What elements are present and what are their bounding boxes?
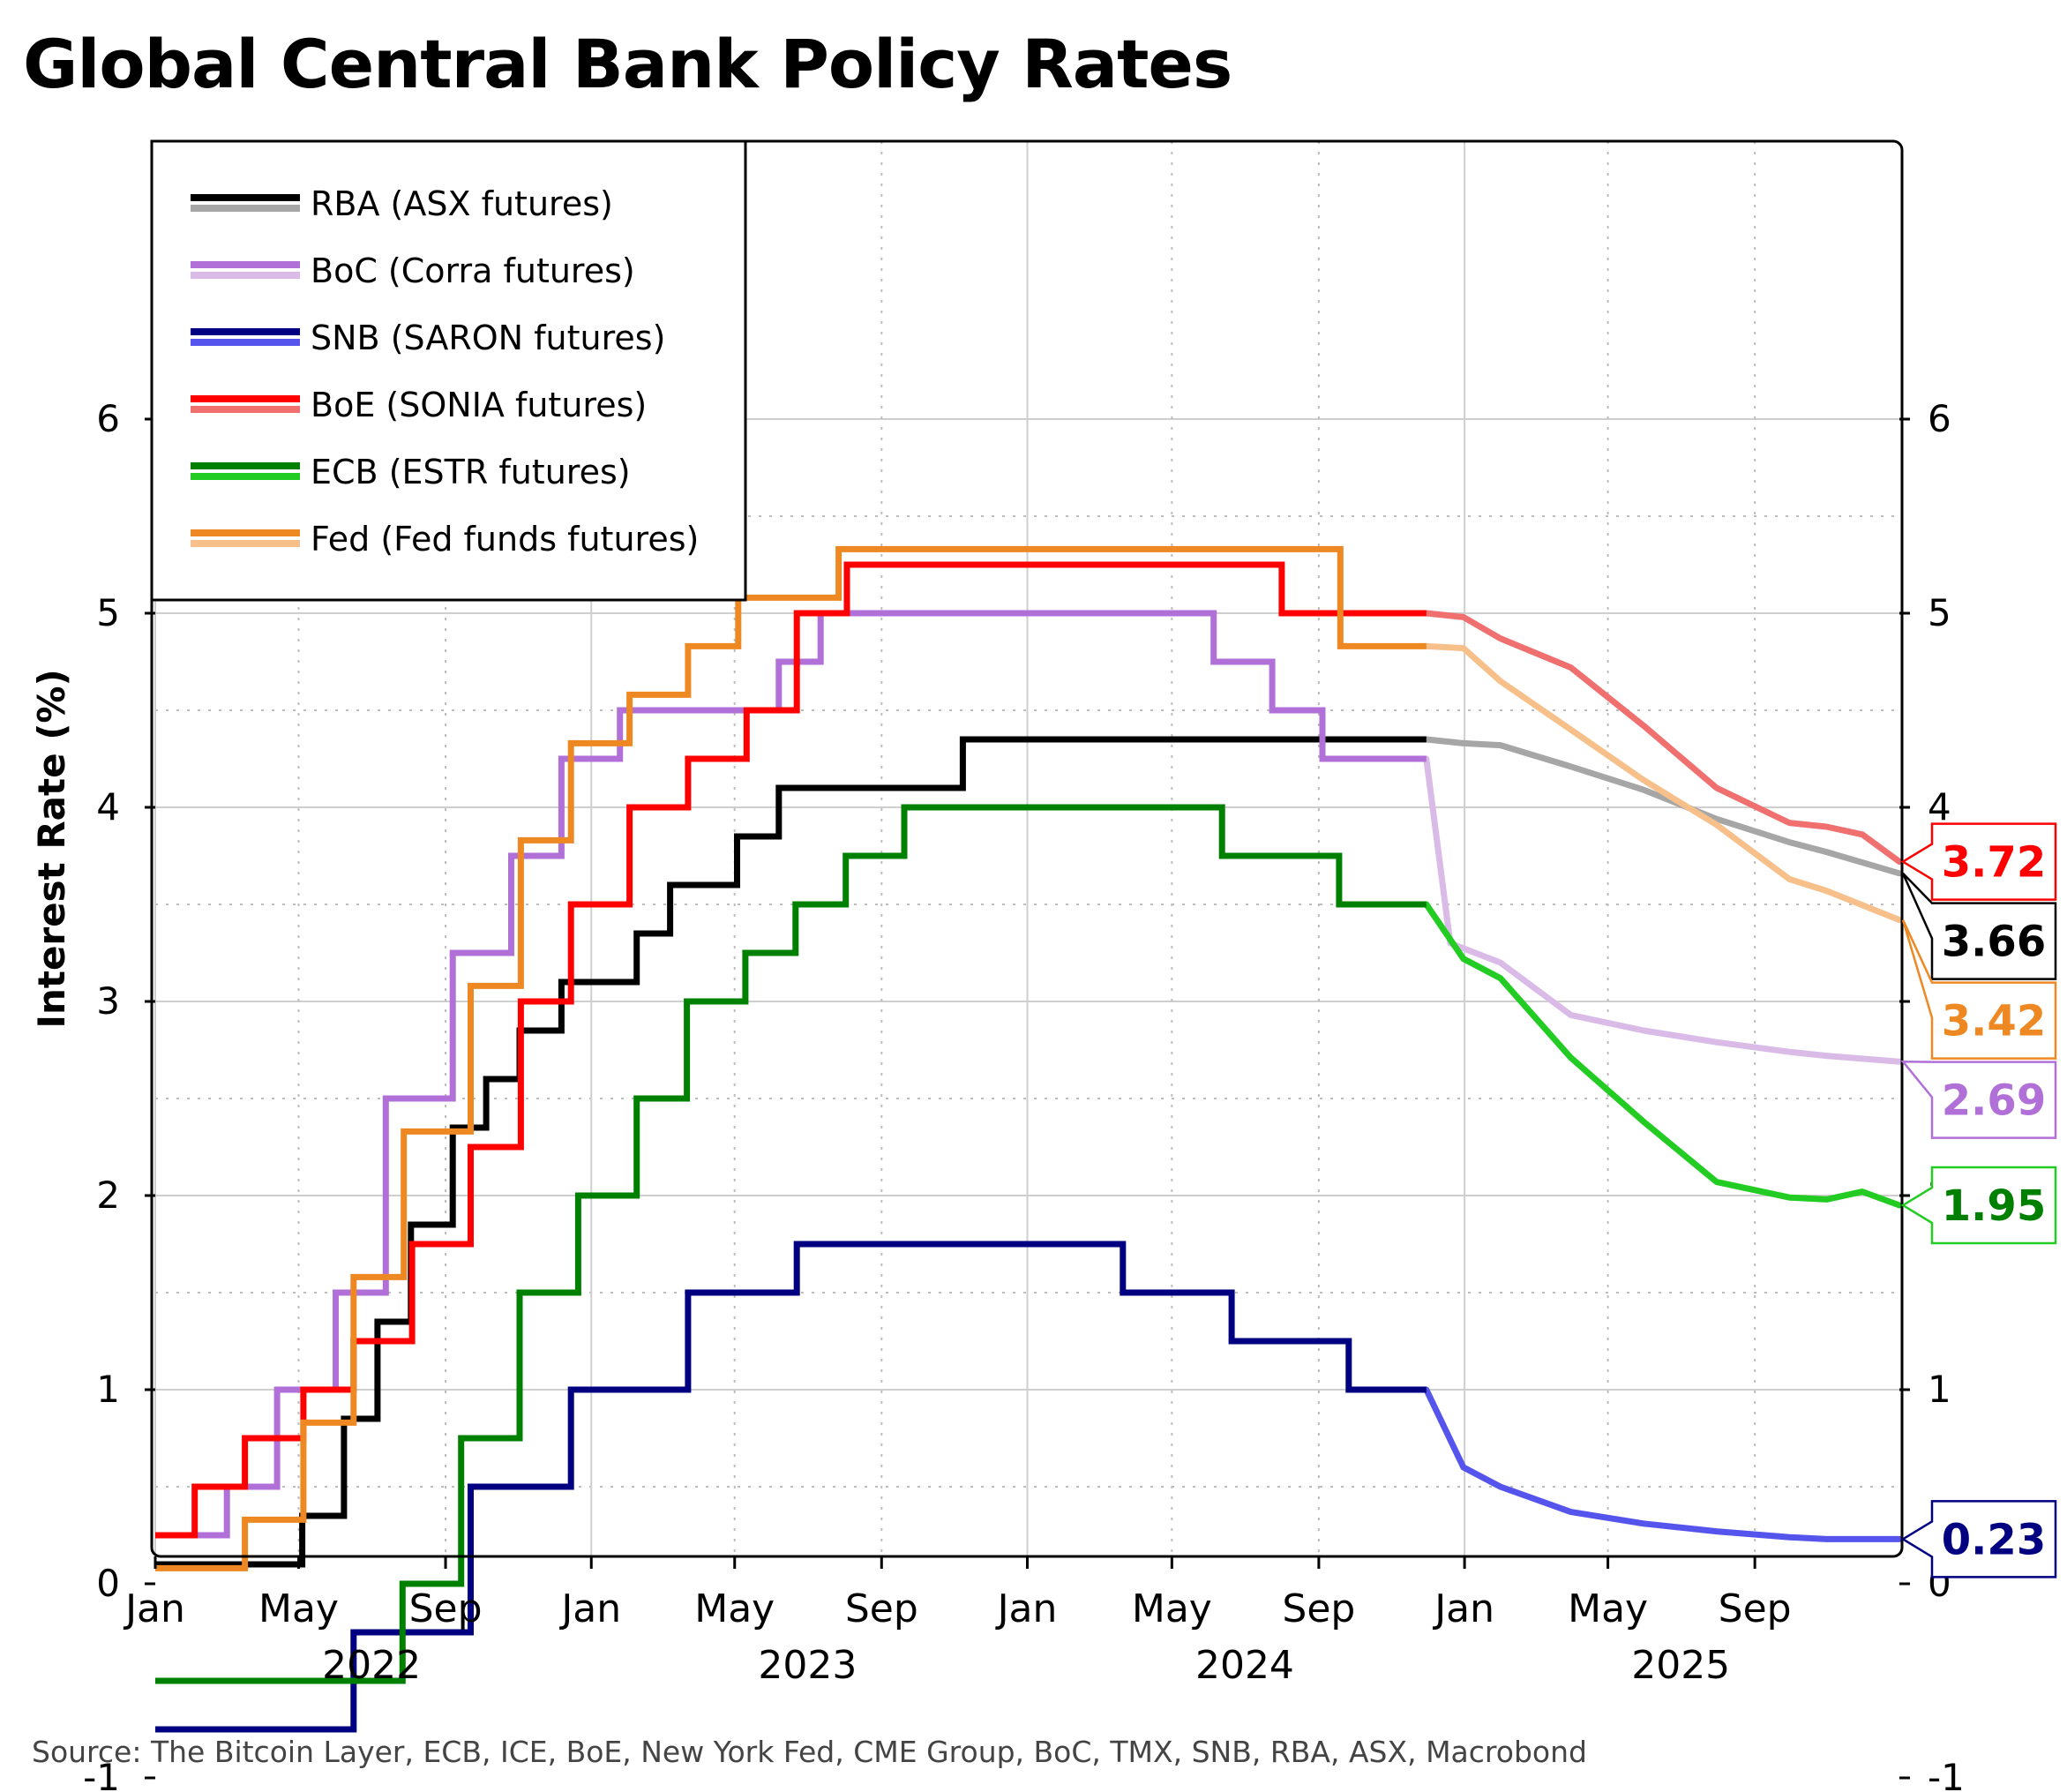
series-actual-line — [155, 610, 1427, 1539]
x-tick-label: May — [258, 1586, 339, 1631]
y-tick-label-left: 1 — [96, 1368, 120, 1411]
x-tick-label: Sep — [409, 1586, 483, 1631]
year-label: 2023 — [758, 1643, 857, 1688]
x-tick-label: Sep — [1719, 1586, 1792, 1631]
x-tick-label: Jan — [558, 1586, 621, 1631]
legend-entry-label: ECB (ESTR futures) — [311, 453, 631, 491]
end-value-callout — [1900, 1166, 2057, 1245]
end-value-callout — [1900, 1500, 2057, 1578]
end-labels: 3.72 3.66 3.42 2.69 1.95 0.23 — [1900, 822, 2057, 1578]
y-tick-label-right: 5 — [1928, 591, 1951, 634]
end-value-label: 0.23 — [1942, 1515, 2046, 1564]
y-tick-label-right: 6 — [1928, 397, 1951, 440]
end-value-label: 3.72 — [1942, 838, 2046, 888]
y-tick-label-right: -1 — [1928, 1756, 1965, 1792]
series-layer — [155, 545, 1903, 1733]
legend-entry-label: SNB (SARON futures) — [311, 319, 665, 357]
x-tick-label: May — [1132, 1586, 1212, 1631]
series-forecast-line — [1423, 1386, 1903, 1542]
year-label: 2022 — [322, 1643, 421, 1688]
x-tick-label: Sep — [845, 1586, 918, 1631]
legend-entry-label: BoC (Corra futures) — [311, 251, 635, 290]
y-axis-label: Interest Rate (%) — [30, 669, 73, 1028]
legend: RBA (ASX futures) BoC (Corra futures) SNB … — [150, 139, 747, 602]
series-actual-line — [155, 804, 1427, 1684]
legend-box — [150, 139, 747, 602]
y-tick-label-left: -1 — [83, 1756, 120, 1792]
legend-entry-label: Fed (Fed funds futures) — [311, 520, 699, 559]
year-label: 2024 — [1195, 1643, 1294, 1688]
x-tick-label: Jan — [1432, 1586, 1494, 1631]
end-value-callout — [1901, 919, 2057, 1060]
end-value-label: 2.69 — [1942, 1076, 2046, 1126]
x-tick-label: Sep — [1282, 1586, 1355, 1631]
series-forecast-line — [1423, 736, 1903, 877]
y-tick-label-right: 1 — [1928, 1368, 1951, 1411]
source-note: Source: The Bitcoin Layer, ECB, ICE, BoE… — [32, 1735, 1587, 1769]
legend-entry-label: BoE (SONIA futures) — [311, 386, 647, 424]
y-tick-label-left: 3 — [96, 979, 120, 1023]
end-value-callout — [1900, 822, 2057, 901]
series-actual-line — [155, 561, 1427, 1539]
chart-title: Global Central Bank Policy Rates — [23, 25, 1232, 103]
end-value-label: 1.95 — [1942, 1181, 2046, 1231]
y-tick-label-left: 2 — [96, 1173, 120, 1217]
series-forecast-line — [1423, 610, 1903, 866]
year-label: 2025 — [1631, 1643, 1730, 1688]
x-tick-label: Jan — [123, 1586, 185, 1631]
y-tick-label-left: 4 — [96, 785, 120, 829]
series-actual-line — [155, 545, 1427, 1571]
y-tick-label-left: 0 — [96, 1562, 120, 1605]
x-tick-label: May — [1568, 1586, 1648, 1631]
end-value-callout — [1901, 872, 2057, 980]
y-tick-label-left: 5 — [96, 591, 120, 634]
end-value-callout — [1900, 1060, 2057, 1139]
y-tick-label-left: 6 — [96, 397, 120, 440]
end-value-label: 3.66 — [1942, 918, 2046, 967]
series-actual-line — [155, 736, 1427, 1568]
legend-entry-label: RBA (ASX futures) — [311, 184, 613, 223]
series-actual-line — [155, 1241, 1427, 1733]
y-tick-label-right: 4 — [1928, 785, 1951, 829]
series-forecast-line — [1423, 755, 1903, 1065]
x-tick-label: May — [694, 1586, 775, 1631]
x-tick-label: Jan — [995, 1586, 1058, 1631]
series-forecast-line — [1423, 642, 1903, 924]
series-forecast-line — [1423, 901, 1903, 1209]
end-value-label: 3.42 — [1942, 997, 2046, 1046]
axis-layer: -1-100112233445566JanMaySepJanMaySepJanM… — [83, 397, 1965, 1792]
